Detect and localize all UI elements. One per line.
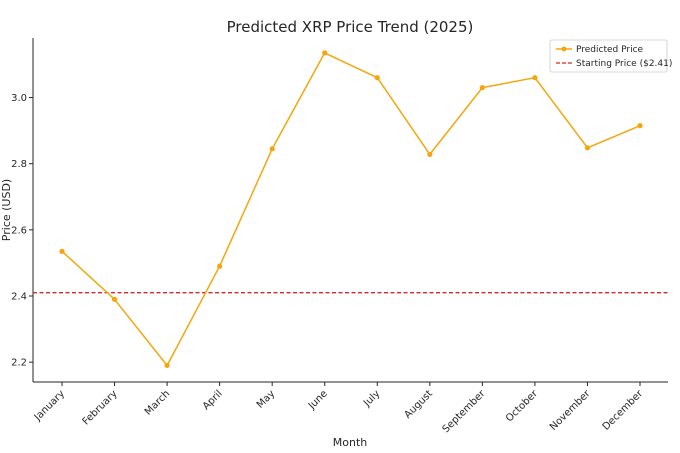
y-tick-label: 2.2 [11,358,27,369]
x-axis-title: Month [333,436,368,449]
data-point-november [584,145,591,151]
legend-label-predicted: Predicted Price [576,45,644,55]
y-tick-label: 2.6 [11,225,27,236]
data-point-october [532,75,538,81]
legend-marker-predicted [561,46,567,52]
y-tick-label: 2.8 [11,159,27,170]
data-point-september [479,85,485,91]
y-ticks: 2.2 2.4 2.6 2.8 3.0 [11,93,33,369]
legend-label-starting: Starting Price ($2.41) [576,59,672,69]
y-tick-label: 2.4 [11,292,27,303]
chart-title: Predicted XRP Price Trend (2025) [227,18,474,36]
data-point-june [322,50,328,56]
data-point-march [164,362,170,369]
legend-box [549,39,668,73]
data-point-august [427,151,433,158]
series-group [59,50,643,369]
legend: Predicted Price Starting Price ($2.41) [549,39,672,73]
y-axis-title: Price (USD) [0,179,13,241]
data-point-january [59,248,65,254]
y-tick-label: 3.0 [11,93,27,104]
data-point-december [637,123,643,129]
data-point-july [374,75,380,81]
data-point-february [111,296,118,302]
data-point-may [269,146,275,152]
predicted-price-line [61,52,641,367]
data-point-april [217,263,223,269]
